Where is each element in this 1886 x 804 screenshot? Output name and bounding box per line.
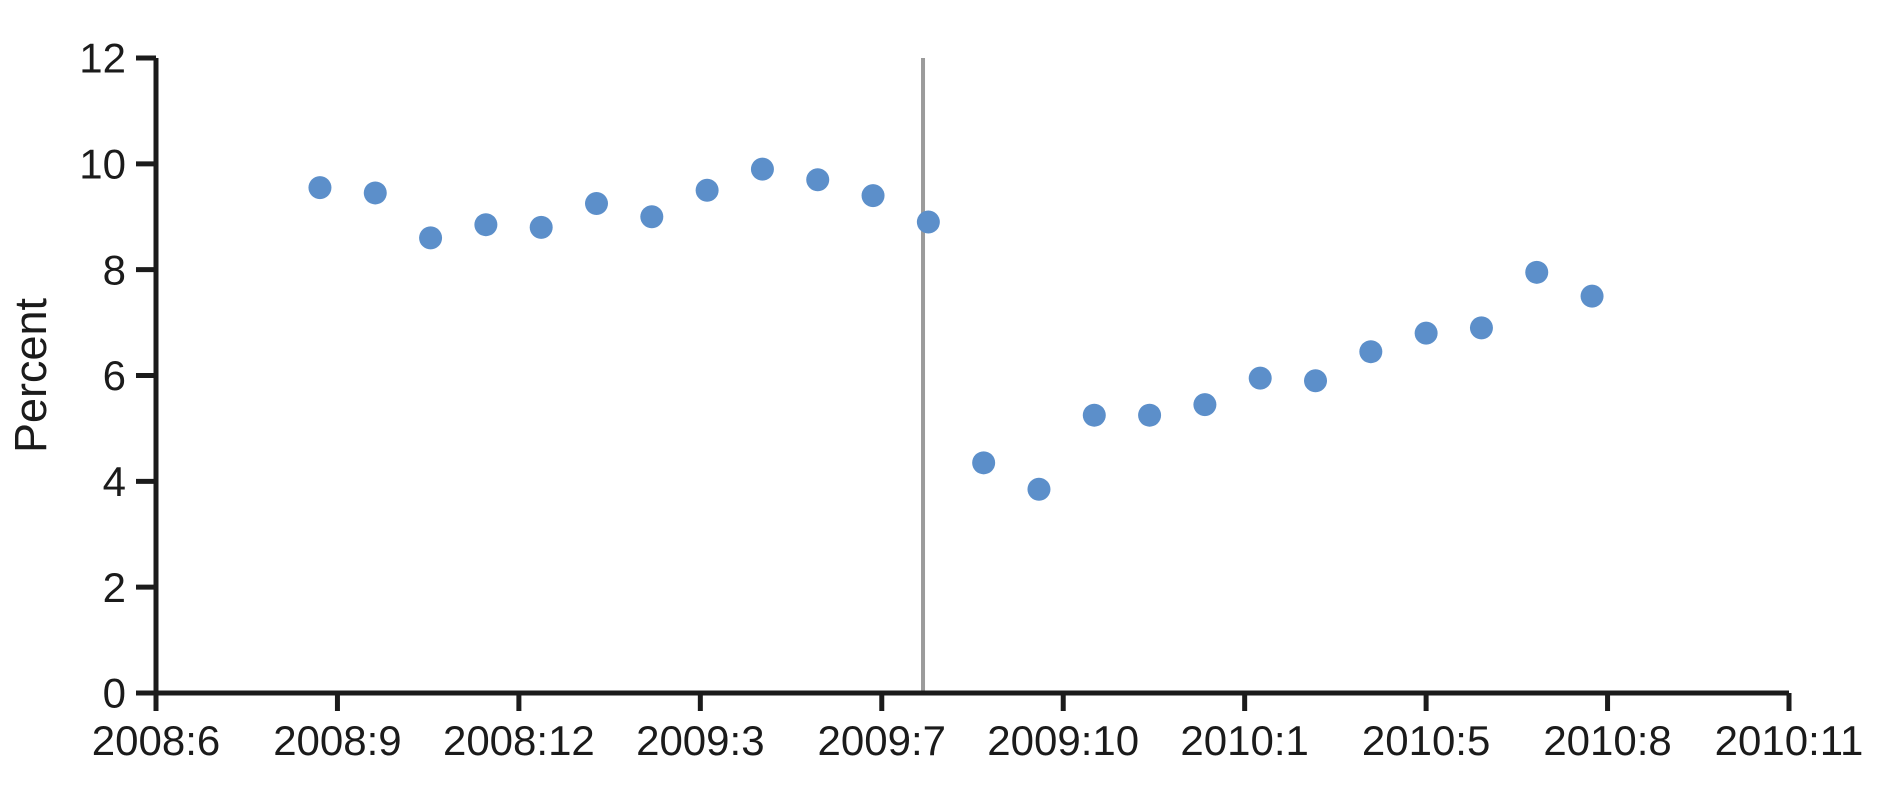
x-tick-label: 2010:11 (1715, 717, 1864, 764)
data-point (695, 178, 719, 202)
x-tick-label: 2008:12 (443, 717, 595, 764)
data-point (474, 213, 498, 237)
data-point (1082, 403, 1106, 427)
data-point (529, 215, 553, 239)
data-point (806, 168, 830, 192)
data-point (308, 176, 332, 200)
data-point (1580, 284, 1604, 308)
data-point (1359, 340, 1383, 364)
x-tick-label: 2008:6 (92, 717, 220, 764)
y-tick-label: 0 (103, 670, 126, 717)
data-point (640, 205, 664, 229)
x-tick-label: 2010:8 (1543, 717, 1671, 764)
y-tick-label: 8 (103, 246, 126, 293)
y-tick-label: 12 (79, 35, 126, 82)
data-point (750, 157, 774, 181)
data-point (1027, 477, 1051, 501)
x-tick-label: 2010:1 (1180, 717, 1308, 764)
y-tick-label: 4 (103, 458, 126, 505)
y-tick-label: 6 (103, 352, 126, 399)
y-tick-label: 2 (103, 564, 126, 611)
data-point (1138, 403, 1162, 427)
data-point (363, 181, 387, 205)
data-point (1414, 321, 1438, 345)
data-point (972, 451, 996, 475)
x-tick-label: 2010:5 (1362, 717, 1490, 764)
data-point (1525, 260, 1549, 284)
x-tick-label: 2008:9 (273, 717, 401, 764)
data-point (916, 210, 940, 234)
y-axis-title: Percent (5, 297, 56, 453)
data-point (1193, 393, 1217, 417)
data-point (1304, 369, 1328, 393)
y-tick-label: 10 (79, 141, 126, 188)
data-point (1469, 316, 1493, 340)
x-tick-label: 2009:10 (987, 717, 1139, 764)
data-point (861, 184, 885, 208)
data-point (584, 192, 608, 216)
data-point (419, 226, 443, 250)
x-tick-label: 2009:3 (636, 717, 764, 764)
data-point (1248, 366, 1272, 390)
x-tick-label: 2009:7 (818, 717, 946, 764)
